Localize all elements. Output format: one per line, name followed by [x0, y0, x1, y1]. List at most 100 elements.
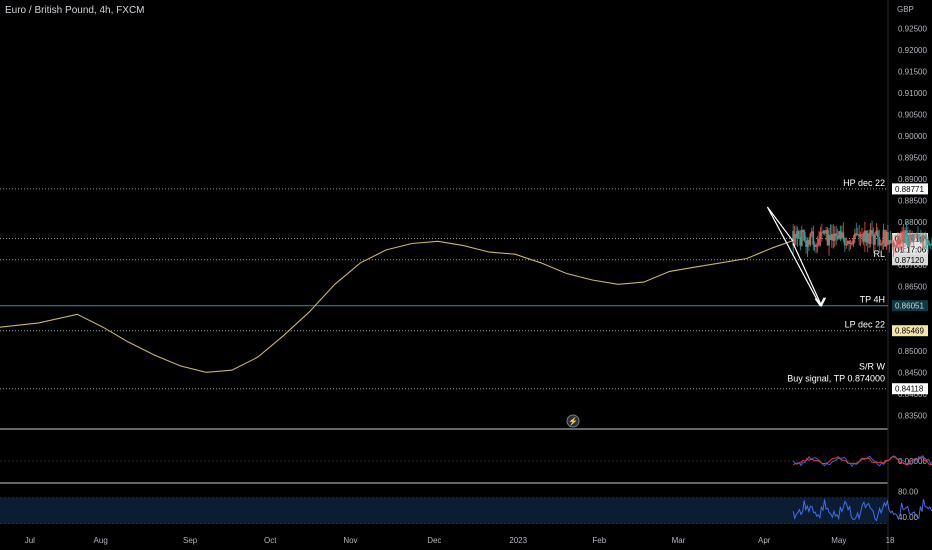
level-note-label: Buy signal, TP 0.874000: [787, 374, 885, 384]
countdown-label: 01:17:06: [895, 245, 927, 254]
y-tick-label: 0.89000: [898, 175, 927, 184]
projection-arrow-left: [792, 243, 823, 306]
candle-body: [901, 231, 904, 240]
candle-body: [878, 237, 881, 246]
level-price-label: 0.87120: [895, 256, 924, 265]
candle-body: [856, 234, 859, 236]
candle-body: [872, 233, 875, 245]
symbol-title: Euro / British Pound, 4h, FXCM: [5, 5, 145, 16]
x-tick-label: Feb: [592, 536, 606, 545]
level-price-box: [892, 300, 928, 312]
lightning-glyph: ⚡: [568, 416, 578, 426]
candle-body: [853, 233, 856, 239]
candle-body: [839, 231, 842, 239]
candle-body: [802, 230, 805, 232]
arrowhead-right: [814, 297, 825, 307]
candle-body: [828, 234, 830, 246]
x-tick-label: Nov: [343, 536, 357, 545]
candle-body: [842, 232, 845, 239]
candles: [792, 220, 932, 258]
currency-label: GBP: [897, 5, 914, 14]
x-tick-label: Jul: [25, 536, 35, 545]
candle-body: [813, 244, 816, 247]
candle-body: [915, 233, 918, 235]
candle-body: [861, 233, 863, 235]
candle-body: [823, 231, 826, 234]
candle-body: [820, 232, 823, 234]
candle-body: [809, 233, 812, 245]
macd-line: [792, 454, 932, 467]
candle-body: [848, 241, 851, 245]
x-tick-label: Sep: [183, 536, 198, 545]
candle-body: [899, 239, 902, 244]
candle-body: [805, 240, 807, 247]
candle-body: [928, 244, 931, 246]
level-price-box: [892, 383, 928, 395]
y-tick-label: 0.92500: [898, 25, 927, 34]
candle-body: [866, 233, 869, 243]
y-tick-label: 0.91500: [898, 68, 927, 77]
level-price-label: 0.88771: [895, 185, 924, 194]
x-tick-label: Dec: [427, 536, 441, 545]
rsi-tick-label: 40.00: [898, 513, 919, 522]
y-tick-label: 0.90500: [898, 111, 927, 120]
candle-body: [885, 231, 888, 247]
candle-body: [929, 244, 932, 246]
y-tick-label: 0.92000: [898, 46, 927, 55]
rsi-tick-label: 80.00: [898, 487, 919, 496]
projection-arrow-right: [766, 206, 821, 306]
x-tick-label: Apr: [758, 536, 771, 545]
candle-body: [819, 232, 822, 239]
arrowhead-left: [816, 297, 827, 307]
x-tick-label: Aug: [94, 536, 108, 545]
x-tick-label: 2023: [509, 536, 527, 545]
candle-body: [875, 230, 878, 236]
y-tick-label: 0.90000: [898, 132, 927, 141]
candle-body: [921, 238, 924, 243]
candle-body: [869, 230, 872, 244]
candle-body: [849, 242, 852, 245]
candle-body: [808, 240, 810, 245]
level-name-label: LP dec 22: [845, 320, 885, 330]
candle-body: [902, 231, 905, 243]
candle-body: [905, 230, 908, 235]
candle-body: [815, 244, 818, 247]
candle-body: [846, 241, 849, 244]
moving-average-line: [0, 239, 794, 373]
candle-body: [836, 235, 839, 239]
y-tick-label: 0.91000: [898, 89, 927, 98]
level-price-label: 0.84118: [895, 385, 924, 394]
candle-body: [907, 234, 909, 247]
candle-body: [835, 233, 838, 236]
candle-body: [886, 231, 889, 245]
candle-body: [888, 240, 891, 245]
candle-body: [830, 233, 833, 241]
candle-body: [919, 238, 922, 243]
candle-body: [796, 231, 799, 239]
y-tick-label: 0.88000: [898, 218, 927, 227]
candle-body: [845, 243, 848, 246]
candle-body: [882, 229, 885, 244]
candle-body: [793, 233, 796, 246]
candle-body: [855, 233, 858, 236]
candle-body: [799, 236, 802, 246]
candle-body: [876, 230, 879, 238]
rsi-band: [0, 497, 888, 524]
candle-body: [833, 233, 836, 241]
y-tick-label: 0.84500: [898, 368, 927, 377]
level-price-label: 0.85469: [895, 327, 924, 336]
y-tick-label: 0.83500: [898, 411, 927, 420]
candle-body: [922, 235, 925, 239]
level-name-label: S/R W: [859, 362, 886, 372]
candle-body: [851, 242, 853, 245]
lightning-event-icon: [566, 414, 580, 428]
candle-body: [912, 233, 915, 243]
candle-body: [904, 230, 906, 243]
y-tick-label: 0.89500: [898, 154, 927, 163]
candle-body: [838, 231, 840, 239]
candle-body: [829, 234, 832, 241]
candle-body: [852, 238, 855, 245]
candle-body: [806, 240, 809, 247]
candle-body: [812, 231, 815, 245]
